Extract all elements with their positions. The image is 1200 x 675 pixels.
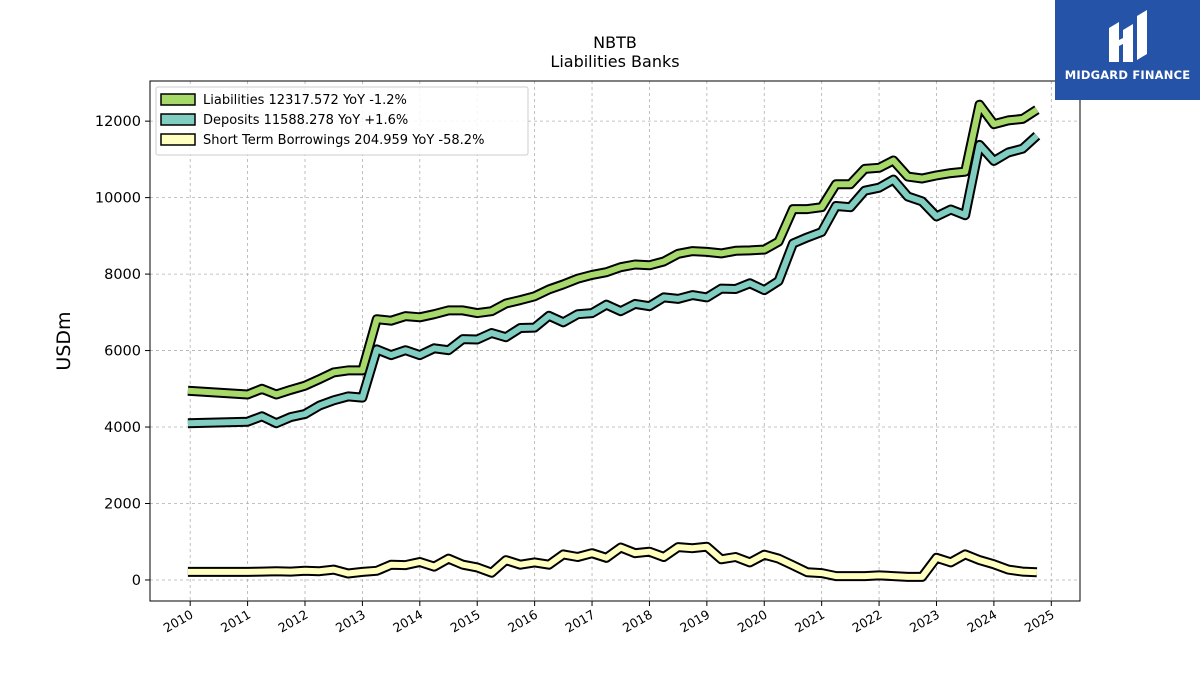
legend-swatch-liabilities (160, 93, 196, 106)
x-tick-label: 2018 (620, 607, 655, 636)
x-tick-label: 2016 (505, 607, 540, 636)
grid (150, 81, 1080, 601)
legend-label-liabilities: Liabilities 12317.572 YoY -1.2% (203, 93, 407, 108)
brand-logo: MIDGARD FINANCE (1055, 0, 1200, 100)
x-tick-label: 2021 (792, 607, 827, 636)
chart-title: NBTB (593, 33, 637, 52)
y-tick-label: 4000 (104, 420, 141, 436)
series-line-deposits (187, 133, 1039, 427)
legend-item-short-term-borrowings: Short Term Borrowings 204.959 YoY -58.2% (160, 133, 484, 148)
x-tick-label: 2015 (448, 607, 483, 636)
x-tick-label: 2014 (390, 607, 425, 636)
x-tick-label: 2011 (218, 607, 253, 636)
x-tick-label: 2023 (907, 607, 942, 636)
legend: Liabilities 12317.572 YoY -1.2% Deposits… (155, 86, 529, 156)
x-tick-label: 2012 (275, 607, 310, 636)
chart-subtitle: Liabilities Banks (550, 52, 679, 71)
x-tick-label: 2020 (735, 607, 770, 636)
y-tick-label: 2000 (104, 497, 141, 513)
legend-box (155, 86, 529, 156)
legend-label-deposits: Deposits 11588.278 YoY +1.6% (203, 113, 408, 128)
y-tick-label: 12000 (95, 114, 141, 130)
brand-name: MIDGARD FINANCE (1064, 68, 1191, 82)
x-tick-label: 2022 (850, 607, 885, 636)
legend-label-short-term-borrowings: Short Term Borrowings 204.959 YoY -58.2% (203, 133, 484, 148)
legend-swatch-deposits (160, 113, 196, 126)
y-tick-label: 6000 (104, 344, 141, 360)
plot-frame (149, 80, 1081, 602)
legend-swatch-short-term-borrowings (160, 133, 196, 146)
x-tick-label: 2024 (964, 607, 999, 636)
y-tick-label: 8000 (104, 267, 141, 283)
legend-item-deposits: Deposits 11588.278 YoY +1.6% (160, 113, 408, 128)
midgard-logo-icon (1109, 10, 1147, 62)
x-tick-label: 2010 (161, 607, 196, 636)
x-tick-label: 2013 (333, 607, 368, 636)
y-tick-label: 0 (132, 573, 141, 589)
series-layer (187, 99, 1041, 582)
x-tick-label: 2017 (562, 607, 597, 636)
y-axis-label: USDm (53, 311, 75, 370)
x-tick-label: 2019 (677, 607, 712, 636)
y-tick-label: 10000 (95, 191, 141, 207)
x-tick-label: 2025 (1022, 607, 1057, 636)
series-line-short-term-borrowings (187, 543, 1038, 580)
series-line-liabilities (187, 101, 1039, 398)
legend-item-liabilities: Liabilities 12317.572 YoY -1.2% (160, 93, 407, 108)
